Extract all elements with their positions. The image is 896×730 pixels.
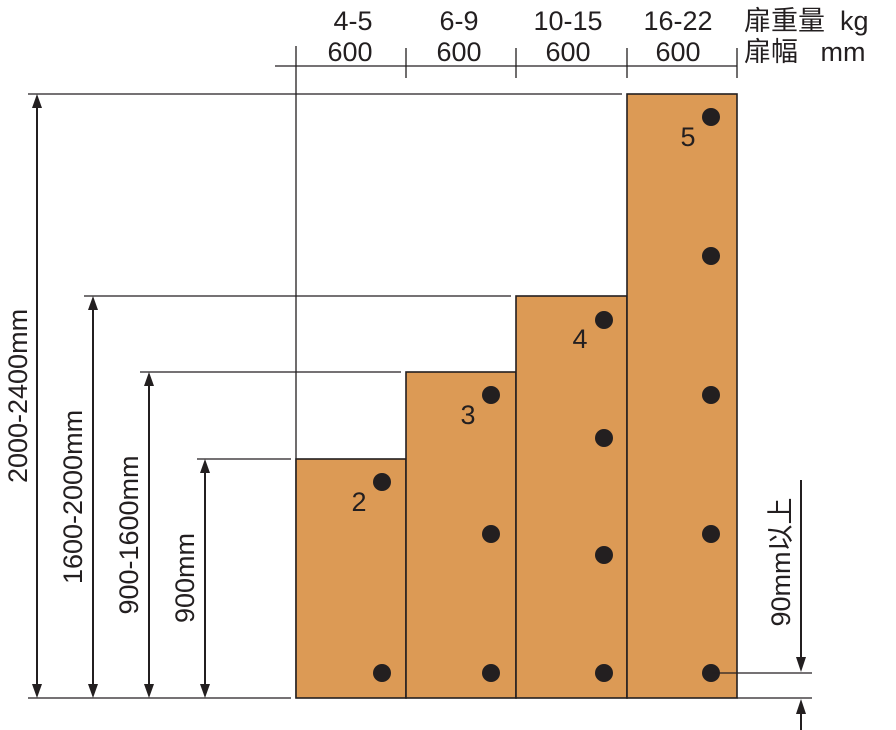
width-col-4: 600 xyxy=(655,37,700,67)
hinge-dot xyxy=(482,525,500,543)
doors xyxy=(295,93,738,699)
width-col-3: 600 xyxy=(545,37,590,67)
height-label-2000-2400: 2000-2400mm xyxy=(3,309,33,483)
hinge-dot xyxy=(702,247,720,265)
weight-col-3: 10-15 xyxy=(533,6,602,36)
hinge-count-labels: 2 3 4 5 xyxy=(351,122,695,517)
height-dimension-900-1600: 900-1600mm xyxy=(114,372,154,698)
hinge-dot xyxy=(702,525,720,543)
hinge-dot xyxy=(595,546,613,564)
height-label-900: 900mm xyxy=(170,533,200,623)
weight-col-2: 6-9 xyxy=(439,6,478,36)
hinge-dot xyxy=(373,473,391,491)
hinge-dot xyxy=(702,664,720,682)
hinge-dot xyxy=(595,664,613,682)
height-label-1600-2000: 1600-2000mm xyxy=(58,410,88,584)
height-extension-lines xyxy=(28,93,622,699)
door-panel-3 xyxy=(515,295,628,699)
hinge-dot xyxy=(595,311,613,329)
hinge-count-1: 2 xyxy=(351,487,366,517)
height-dimension-1600-2000: 1600-2000mm xyxy=(58,296,98,698)
weight-col-1: 4-5 xyxy=(333,6,372,36)
hinge-dot xyxy=(595,429,613,447)
hinge-count-4: 5 xyxy=(680,122,695,152)
height-dimensions: 2000-2400mm 1600-2000mm 900-1600mm 900mm xyxy=(3,94,210,698)
hinge-count-2: 3 xyxy=(460,400,475,430)
hinge-dot xyxy=(702,386,720,404)
width-col-1: 600 xyxy=(327,37,372,67)
hinge-offset-dimension: 90mm以上 xyxy=(712,480,812,730)
height-label-900-1600: 900-1600mm xyxy=(114,455,144,614)
hinge-dot xyxy=(702,108,720,126)
hinge-dot xyxy=(373,664,391,682)
hinge-dot xyxy=(482,664,500,682)
height-dimension-900: 900mm xyxy=(170,459,210,698)
width-col-2: 600 xyxy=(436,37,481,67)
hinge-count-3: 4 xyxy=(572,324,587,354)
weight-col-4: 16-22 xyxy=(643,6,712,36)
door-panel-4 xyxy=(626,93,738,699)
offset-label: 90mm以上 xyxy=(766,497,796,626)
width-unit-label: 扉幅 mm xyxy=(744,37,866,67)
hinge-dot xyxy=(482,386,500,404)
door-panel-1 xyxy=(295,458,407,699)
hinges xyxy=(373,108,720,682)
header-table: 4-5 6-9 10-15 16-22 扉重量 kg 600 600 600 6… xyxy=(275,6,869,698)
height-dimension-2000-2400: 2000-2400mm xyxy=(3,94,42,698)
weight-unit-label: 扉重量 kg xyxy=(744,6,869,36)
